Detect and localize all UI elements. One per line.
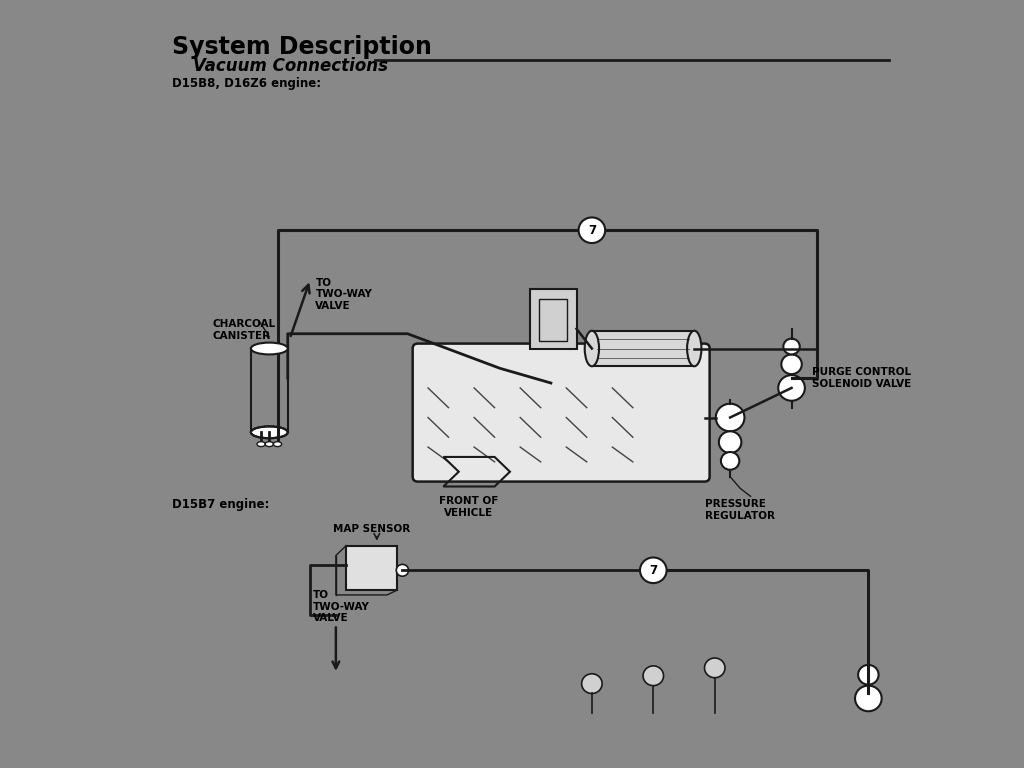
Text: FRONT OF
VEHICLE: FRONT OF VEHICLE: [439, 496, 499, 518]
Circle shape: [721, 452, 739, 470]
Text: 7: 7: [649, 564, 657, 577]
Text: System Description: System Description: [172, 35, 432, 59]
Text: MAP SENSOR: MAP SENSOR: [333, 524, 411, 534]
Circle shape: [643, 666, 664, 686]
FancyBboxPatch shape: [346, 545, 397, 590]
Text: PURGE CONTROL
SOLENOID VALVE: PURGE CONTROL SOLENOID VALVE: [812, 367, 911, 389]
FancyBboxPatch shape: [413, 343, 710, 482]
Text: 7: 7: [588, 223, 596, 237]
Text: CHARCOAL
CANISTER: CHARCOAL CANISTER: [213, 319, 276, 340]
Circle shape: [855, 686, 882, 711]
Circle shape: [579, 217, 605, 243]
Text: TO
TWO-WAY
VALVE: TO TWO-WAY VALVE: [313, 590, 371, 623]
Text: D15B8, D16Z6 engine:: D15B8, D16Z6 engine:: [172, 78, 322, 91]
Text: TO
TWO-WAY
VALVE: TO TWO-WAY VALVE: [315, 278, 373, 311]
FancyBboxPatch shape: [592, 331, 694, 366]
FancyBboxPatch shape: [530, 290, 577, 349]
Circle shape: [783, 339, 800, 354]
Ellipse shape: [585, 331, 599, 366]
Text: PRESSURE
REGULATOR: PRESSURE REGULATOR: [705, 499, 774, 521]
Ellipse shape: [273, 442, 282, 446]
Text: Vacuum Connections: Vacuum Connections: [193, 57, 387, 74]
Text: D15B7 engine:: D15B7 engine:: [172, 498, 269, 511]
Ellipse shape: [265, 442, 273, 446]
Circle shape: [396, 564, 409, 576]
Circle shape: [719, 432, 741, 453]
Circle shape: [778, 375, 805, 401]
Ellipse shape: [251, 343, 288, 354]
Circle shape: [640, 558, 667, 583]
Ellipse shape: [687, 331, 701, 366]
Ellipse shape: [257, 442, 265, 446]
Circle shape: [858, 665, 879, 684]
Circle shape: [781, 354, 802, 374]
Circle shape: [716, 404, 744, 432]
Circle shape: [705, 658, 725, 677]
Circle shape: [582, 674, 602, 694]
Ellipse shape: [251, 426, 288, 439]
